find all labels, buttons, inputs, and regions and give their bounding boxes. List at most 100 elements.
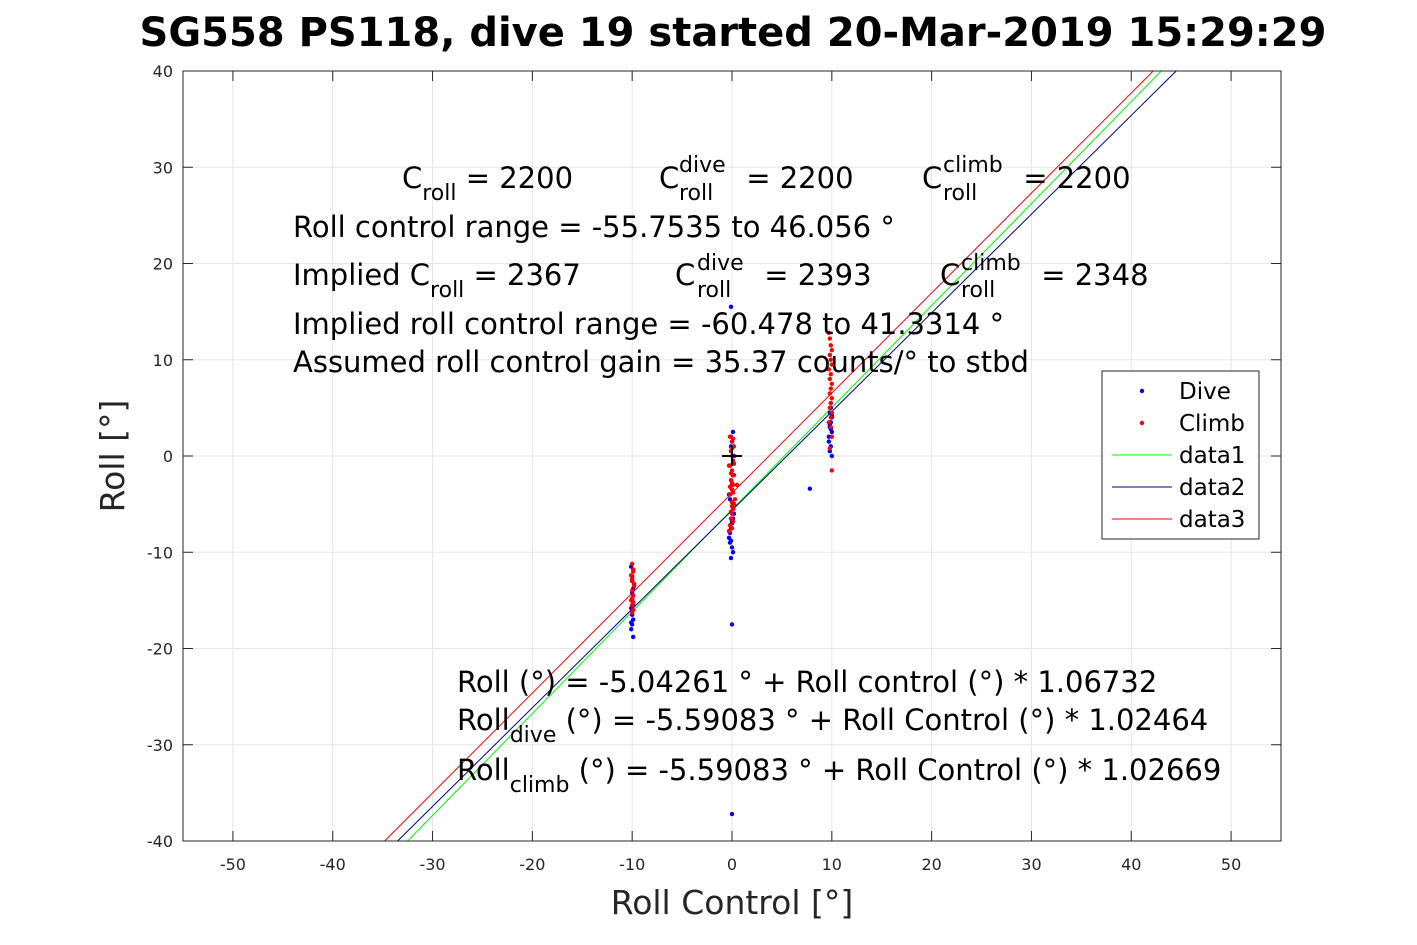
point-climb — [726, 528, 732, 534]
x-tick-label: 10 — [822, 855, 842, 874]
point-climb — [827, 446, 833, 451]
point-climb — [829, 468, 835, 473]
point-climb — [728, 509, 734, 515]
annotation-fit-climb: Rollclimb (°) = -5.59083 ° + Roll Contro… — [457, 753, 1221, 798]
x-tick-label: -40 — [320, 855, 346, 874]
x-tick-label: -10 — [619, 855, 645, 874]
point-climb — [827, 405, 833, 411]
point-climb — [730, 490, 736, 495]
y-tick-label: 30 — [153, 158, 173, 177]
point-dive — [728, 538, 734, 543]
point-climb — [726, 463, 732, 468]
point-dive — [729, 622, 735, 627]
y-tick-label: -30 — [147, 736, 173, 755]
point-dive — [628, 627, 634, 632]
point-climb — [828, 424, 834, 430]
point-climb — [730, 519, 736, 524]
point-climb — [828, 371, 834, 377]
annotation-implied-range: Implied roll control range = -60.478 to … — [293, 307, 1004, 341]
line-data2 — [397, 70, 1177, 842]
point-climb — [826, 330, 832, 335]
x-tick-label: -30 — [419, 855, 445, 874]
point-climb — [630, 569, 636, 574]
point-climb — [829, 410, 835, 415]
point-climb — [729, 525, 735, 531]
point-climb — [729, 480, 735, 486]
point-climb — [828, 343, 834, 348]
point-dive — [826, 439, 832, 444]
point-climb — [829, 396, 835, 401]
y-tick-label: 20 — [153, 255, 173, 274]
annotation-implied-c-roll-dive: Cdive roll = 2393 — [675, 251, 872, 303]
point-dive — [807, 486, 813, 491]
point-dive — [628, 620, 634, 625]
point-dive — [728, 304, 734, 310]
point-dive — [730, 429, 736, 435]
point-climb — [629, 577, 635, 582]
point-dive — [829, 453, 835, 459]
annotation-implied-c-roll-climb: Cclimb roll = 2348 — [940, 251, 1149, 303]
point-climb — [629, 610, 635, 616]
point-climb — [827, 376, 833, 382]
point-climb — [729, 500, 735, 505]
point-climb — [629, 596, 635, 601]
annotation-gain: Assumed roll control gain = 35.37 counts… — [293, 345, 1029, 379]
chart-title: SG558 PS118, dive 19 started 20-Mar-2019… — [140, 10, 1327, 56]
point-climb — [630, 600, 636, 605]
x-tick-label: 40 — [1121, 855, 1141, 874]
point-climb — [728, 471, 734, 476]
point-climb — [829, 381, 835, 387]
x-tick-label: 30 — [1021, 855, 1041, 874]
y-tick-label: 10 — [153, 351, 173, 370]
point-climb — [629, 588, 635, 593]
legend-label-climb: Climb — [1179, 411, 1245, 437]
legend-label-data3: data3 — [1179, 507, 1245, 533]
point-climb — [629, 561, 635, 566]
point-climb — [828, 400, 834, 406]
annotation-fit-all: Roll (°) = -5.04261 ° + Roll control (°)… — [457, 665, 1157, 699]
point-climb — [829, 347, 835, 353]
point-climb — [730, 436, 736, 441]
point-dive — [728, 555, 734, 561]
point-climb — [727, 484, 733, 489]
fit-lines — [384, 70, 1177, 842]
line-data1 — [407, 70, 1162, 842]
annotation-fit-dive: Rolldive (°) = -5.59083 ° + Roll Control… — [457, 703, 1208, 748]
point-dive — [630, 634, 636, 640]
legend-swatch-climb — [1139, 420, 1145, 426]
annotation-c-roll-dive: Cdive roll = 2200 — [659, 153, 854, 206]
origin-marker — [722, 446, 742, 466]
y-tick-label: -20 — [147, 640, 173, 659]
legend-swatch-dive — [1139, 388, 1145, 394]
y-tick-label: 0 — [163, 447, 173, 466]
point-climb — [734, 482, 740, 488]
legend-label-data2: data2 — [1179, 475, 1245, 501]
x-axis-label: Roll Control [°] — [611, 883, 854, 922]
point-climb — [828, 386, 834, 391]
annotation-c-roll-climb: Cclimb roll = 2200 — [922, 153, 1131, 206]
legend-label-dive: Dive — [1179, 379, 1231, 405]
point-dive — [729, 811, 735, 817]
x-tick-label: -20 — [519, 855, 545, 874]
line-data3 — [384, 70, 1154, 842]
annotation-implied-c-roll: Implied Croll = 2367 — [293, 258, 581, 303]
point-climb — [628, 573, 634, 578]
x-tick-label: -50 — [220, 855, 246, 874]
annotation-c-roll: Croll = 2200 — [402, 161, 573, 206]
legend: Dive Climb data1 data2 data3 — [1101, 370, 1260, 540]
point-climb — [827, 336, 833, 341]
point-climb — [828, 357, 834, 362]
point-climb — [827, 391, 833, 396]
point-climb — [732, 497, 738, 502]
point-climb — [829, 434, 835, 439]
point-climb — [828, 415, 834, 420]
x-tick-label: 50 — [1221, 855, 1241, 874]
point-climb — [631, 581, 637, 587]
point-dive — [729, 545, 735, 550]
y-axis-label: Roll [°] — [93, 400, 132, 513]
x-tick-label: 0 — [727, 855, 737, 874]
x-tick-label: 20 — [921, 855, 941, 874]
point-dive — [730, 550, 736, 555]
y-tick-label: -40 — [147, 832, 173, 851]
point-climb — [729, 503, 735, 509]
